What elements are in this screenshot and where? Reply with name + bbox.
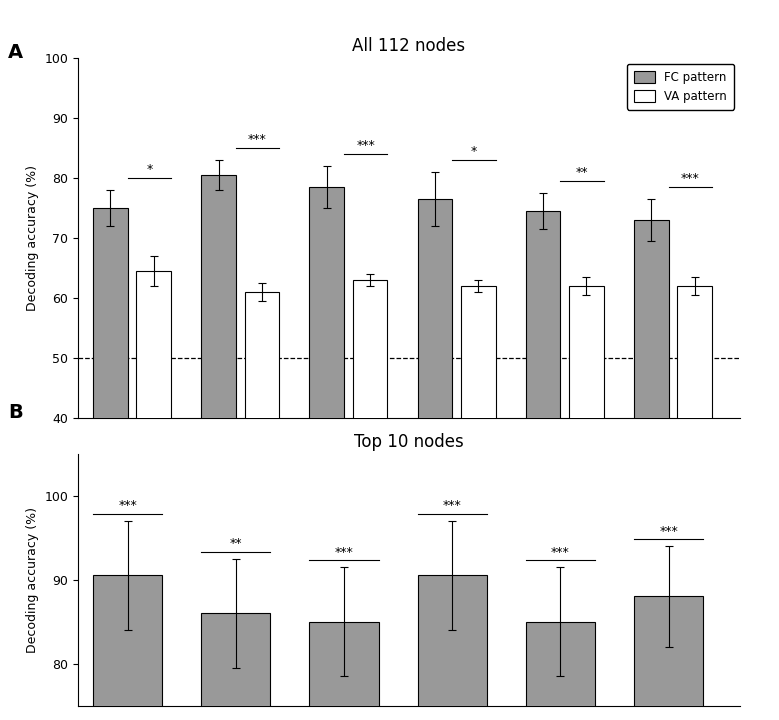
Title: All 112 nodes: All 112 nodes: [352, 37, 466, 55]
Text: ***: ***: [356, 140, 375, 153]
Text: ***: ***: [659, 525, 678, 538]
Bar: [309, 621, 379, 720]
Bar: [309, 186, 344, 657]
Bar: [677, 286, 712, 657]
Bar: [353, 279, 387, 657]
Text: **: **: [230, 537, 242, 550]
Bar: [93, 207, 128, 657]
Text: B: B: [8, 403, 23, 422]
Bar: [634, 596, 703, 720]
Legend: FC pattern, VA pattern: FC pattern, VA pattern: [626, 63, 734, 109]
Bar: [526, 621, 595, 720]
Y-axis label: Decoding accuracy (%): Decoding accuracy (%): [26, 507, 39, 652]
Bar: [526, 210, 560, 657]
Text: *: *: [146, 163, 153, 176]
Bar: [245, 292, 279, 657]
Bar: [93, 575, 162, 720]
Y-axis label: Decoding accuracy (%): Decoding accuracy (%): [26, 165, 39, 310]
Text: **: **: [576, 166, 588, 179]
Text: ***: ***: [551, 546, 569, 559]
Bar: [136, 271, 171, 657]
Text: A: A: [8, 43, 23, 62]
Bar: [569, 286, 604, 657]
Bar: [201, 613, 270, 720]
Text: ***: ***: [249, 133, 267, 146]
Text: ***: ***: [335, 546, 354, 559]
Bar: [201, 175, 236, 657]
Text: *: *: [471, 145, 477, 158]
Bar: [461, 286, 495, 657]
Bar: [418, 575, 487, 720]
Title: Top 10 nodes: Top 10 nodes: [354, 433, 464, 451]
Bar: [634, 220, 668, 657]
Text: ***: ***: [681, 172, 700, 185]
Bar: [418, 199, 453, 657]
Text: ***: ***: [118, 500, 137, 513]
Text: ***: ***: [443, 500, 462, 513]
